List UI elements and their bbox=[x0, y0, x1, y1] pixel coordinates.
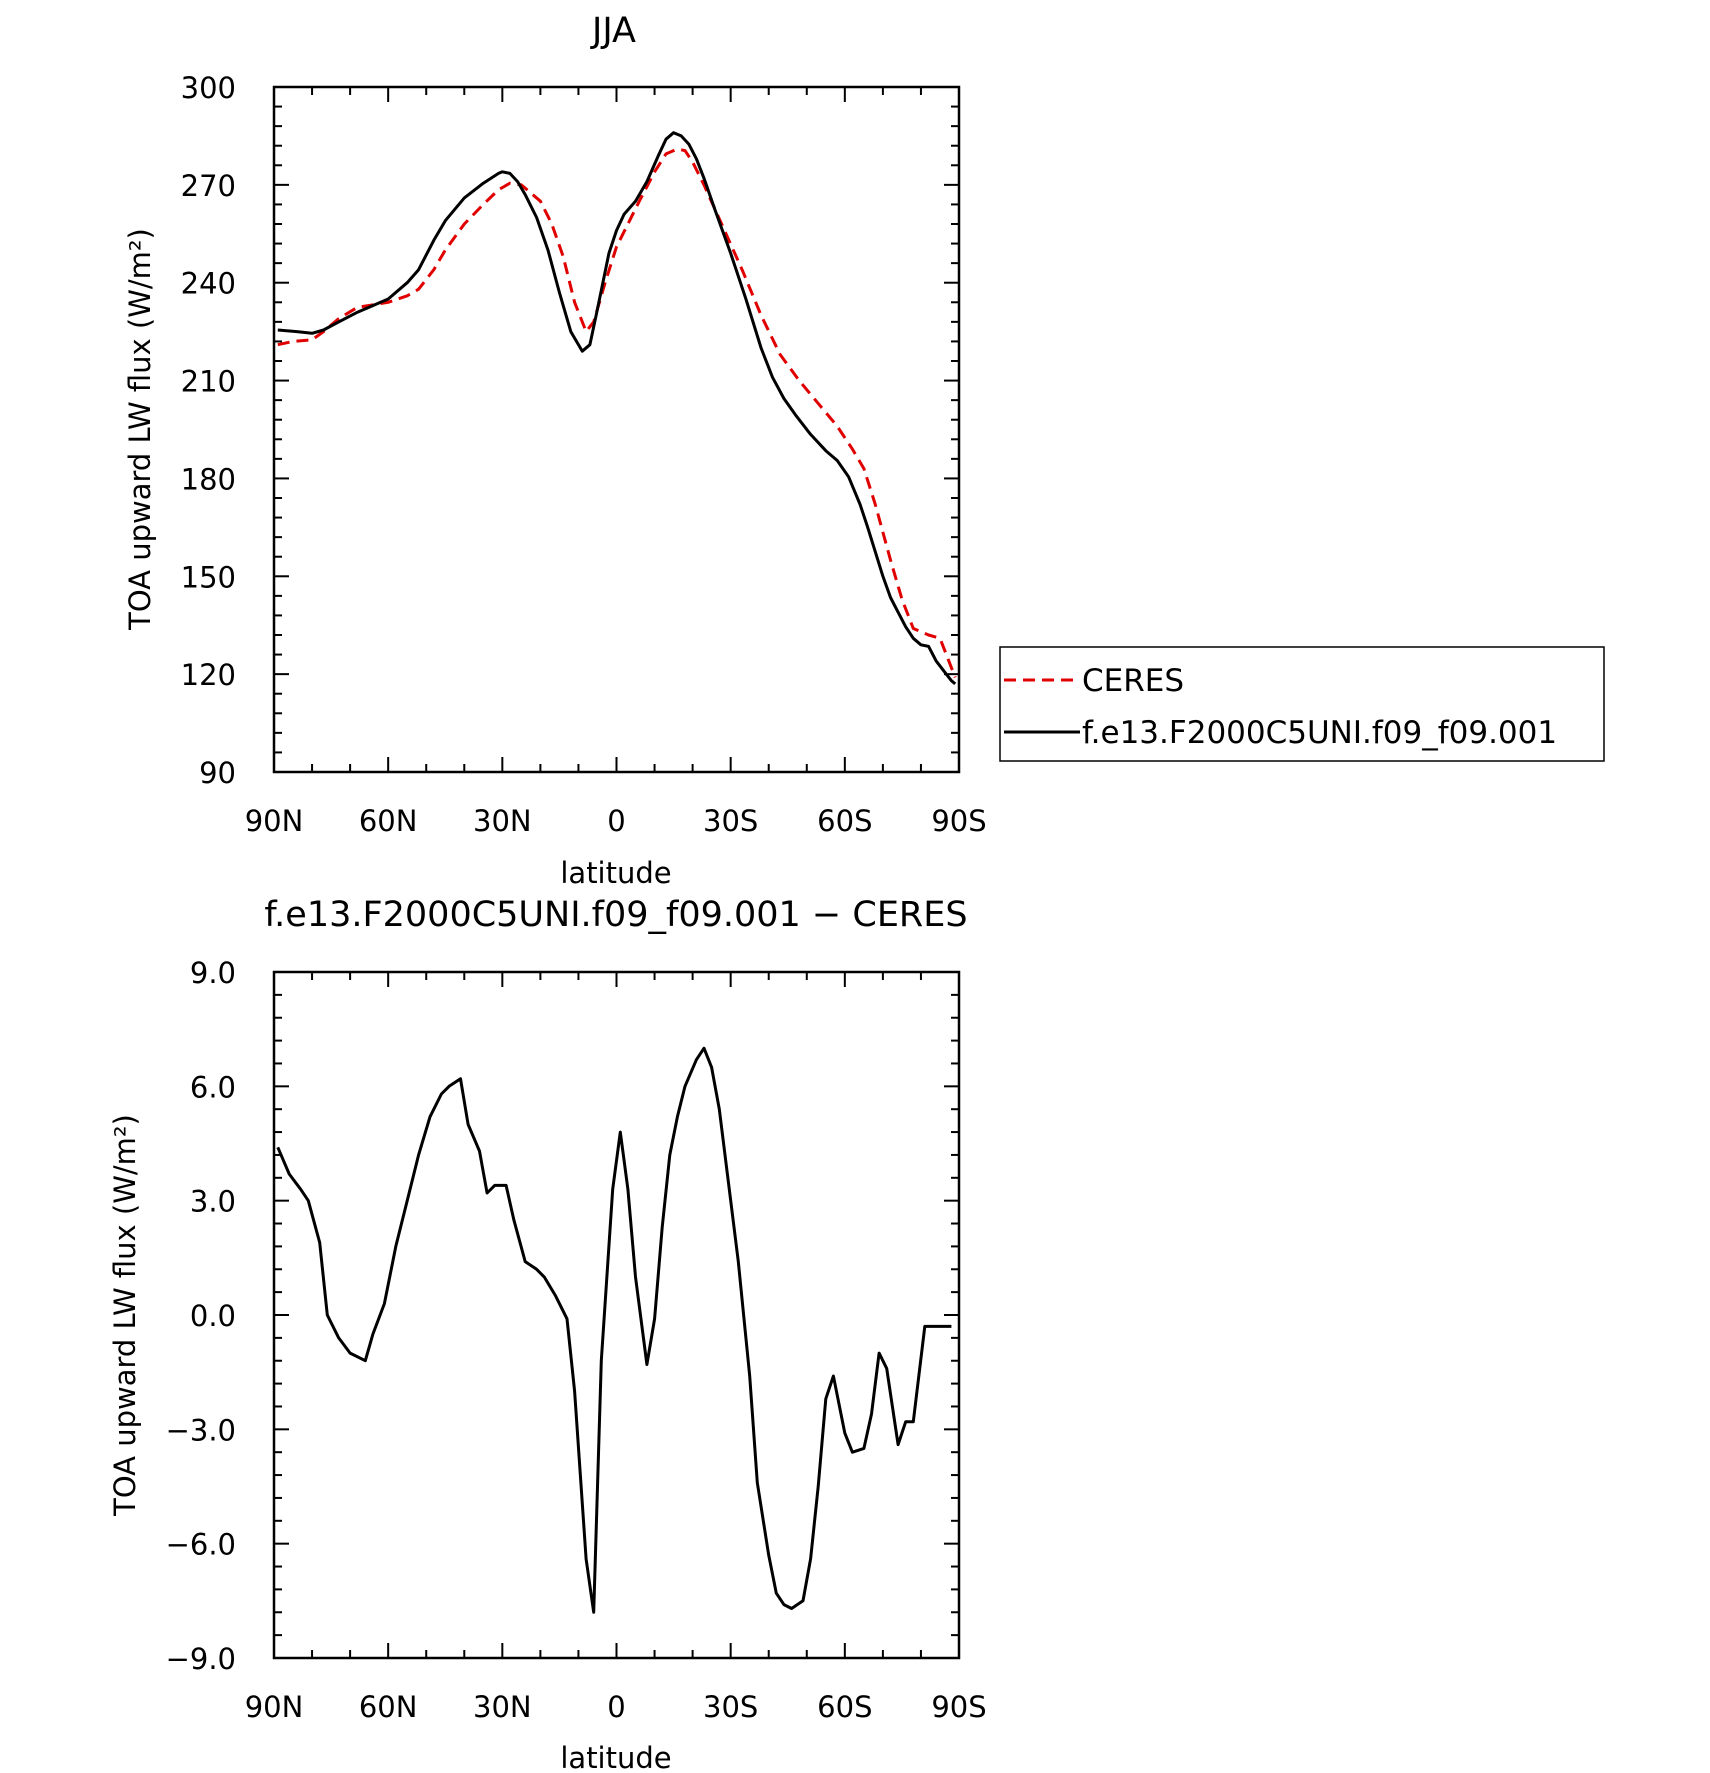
bottom-panel: f.e13.F2000C5UNI.f09_f09.001 − CERES 90N… bbox=[108, 895, 987, 1773]
x-tick-label: 60S bbox=[817, 804, 872, 838]
x-tick-label: 90N bbox=[245, 804, 304, 838]
bottom-series-lines bbox=[276, 1046, 952, 1614]
y-tick-label: 240 bbox=[181, 267, 236, 301]
top-plot-frame bbox=[272, 85, 961, 774]
bottom-ticks bbox=[273, 971, 960, 1659]
top-panel: JJA 90N 60N 30N 0 30S 60S 90S 90 120 150 180 210 240… bbox=[123, 11, 987, 890]
x-tick-label: 0 bbox=[607, 1690, 625, 1724]
y-tick-label: 210 bbox=[181, 365, 236, 399]
x-tick-label: 30N bbox=[473, 1690, 532, 1724]
series-line-model bbox=[277, 131, 957, 686]
legend-box bbox=[999, 646, 1605, 762]
y-tick-label: −3.0 bbox=[166, 1413, 236, 1447]
legend-label-model: f.e13.F2000C5UNI.f09_f09.001 bbox=[1082, 715, 1557, 751]
x-tick-label: 30S bbox=[703, 1690, 758, 1724]
bottom-chart-title: f.e13.F2000C5UNI.f09_f09.001 − CERES bbox=[264, 895, 967, 935]
top-series-lines bbox=[277, 131, 957, 686]
top-chart-title: JJA bbox=[590, 11, 636, 51]
x-tick-label: 90N bbox=[245, 1690, 304, 1724]
top-ticks bbox=[273, 86, 960, 773]
y-tick-label: 300 bbox=[181, 71, 236, 105]
y-tick-label: 270 bbox=[181, 169, 236, 203]
top-x-axis-label: latitude bbox=[560, 856, 671, 890]
bottom-plot-frame bbox=[272, 970, 961, 1660]
bottom-y-axis-label: TOA upward LW flux (W/m²) bbox=[108, 1114, 142, 1517]
bottom-x-axis-label: latitude bbox=[560, 1741, 671, 1773]
top-tick-labels: 90N 60N 30N 0 30S 60S 90S 90 120 150 180 210 240 270 3… bbox=[181, 71, 987, 838]
x-tick-label: 60N bbox=[359, 1690, 418, 1724]
x-tick-label: 60N bbox=[359, 804, 418, 838]
series-line-ceres bbox=[277, 147, 957, 678]
y-tick-label: −6.0 bbox=[166, 1528, 236, 1562]
top-y-axis-label: TOA upward LW flux (W/m²) bbox=[123, 228, 157, 631]
y-tick-label: 180 bbox=[181, 462, 236, 496]
x-tick-label: 60S bbox=[817, 1690, 872, 1724]
x-tick-label: 30N bbox=[473, 804, 532, 838]
y-tick-label: 9.0 bbox=[190, 956, 236, 990]
y-tick-label: 3.0 bbox=[190, 1185, 236, 1219]
y-tick-label: 0.0 bbox=[190, 1299, 236, 1333]
legend-label-ceres: CERES bbox=[1082, 663, 1184, 699]
x-tick-label: 0 bbox=[607, 804, 625, 838]
y-tick-label: 120 bbox=[181, 658, 236, 692]
series-line-difference bbox=[276, 1046, 952, 1614]
y-tick-label: 6.0 bbox=[190, 1070, 236, 1104]
x-tick-label: 90S bbox=[931, 804, 986, 838]
y-tick-label: 90 bbox=[199, 756, 236, 790]
legend: CERES f.e13.F2000C5UNI.f09_f09.001 bbox=[999, 646, 1605, 762]
y-tick-label: −9.0 bbox=[166, 1642, 236, 1676]
x-tick-label: 90S bbox=[931, 1690, 986, 1724]
x-tick-label: 30S bbox=[703, 804, 758, 838]
bottom-tick-labels: 90N 60N 30N 0 30S 60S 90S −9.0 −6.0 −3.0 0.0 3.0 6.0… bbox=[166, 956, 987, 1724]
y-tick-label: 150 bbox=[181, 560, 236, 594]
